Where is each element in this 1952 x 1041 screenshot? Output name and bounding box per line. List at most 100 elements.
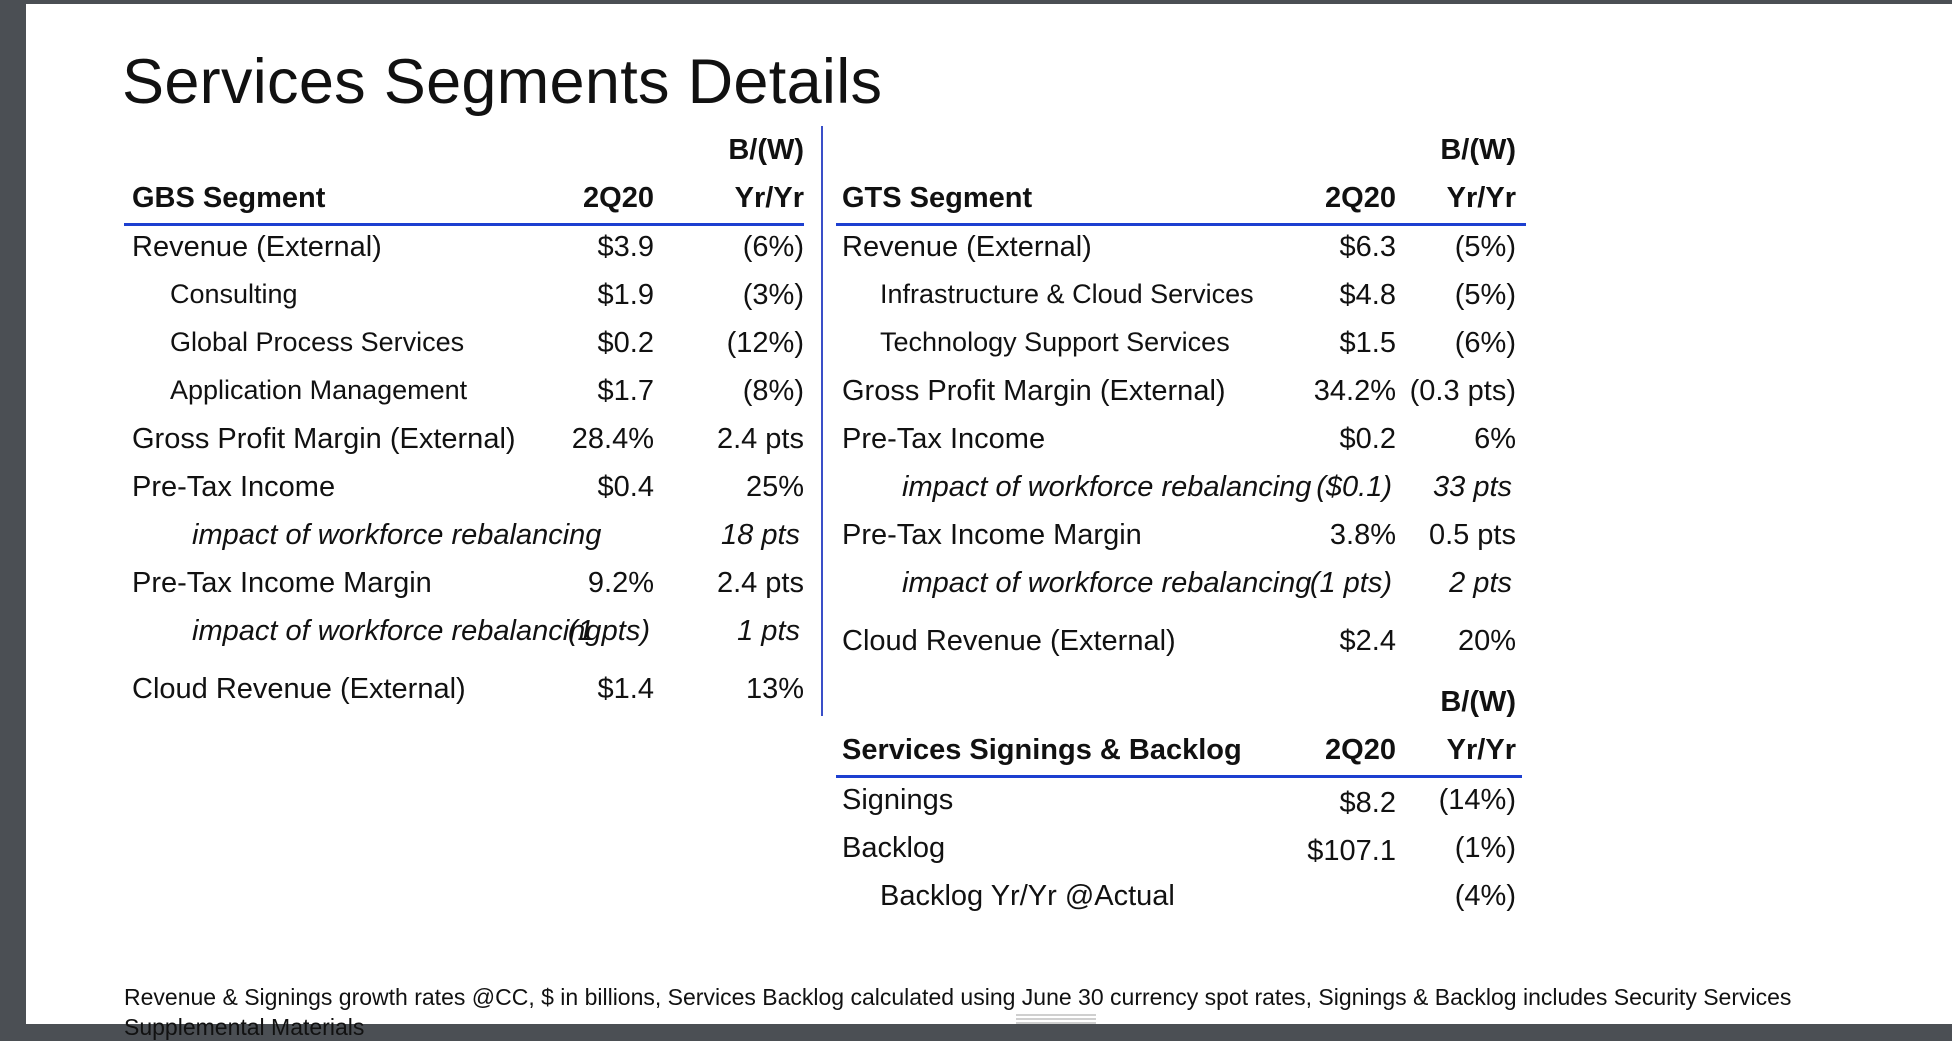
row-value: $1.9: [597, 279, 654, 311]
gts-header-rule: [836, 223, 1526, 226]
row-label: Technology Support Services: [880, 327, 1230, 357]
row-value: (1 pts): [1309, 567, 1392, 599]
row-change: (12%): [726, 327, 804, 359]
row-value: $6.3: [1339, 231, 1396, 263]
row-label: Infrastructure & Cloud Services: [880, 279, 1254, 309]
gts-segment-label: GTS Segment: [842, 182, 1033, 214]
row-label: Backlog: [842, 832, 946, 864]
row-label: Pre-Tax Income: [132, 471, 336, 503]
row-change: 2.4 pts: [716, 567, 804, 599]
row-value: (1 pts): [567, 615, 650, 647]
row-value: 3.8%: [1329, 519, 1396, 551]
row-value: ($0.1): [1316, 471, 1392, 503]
row-label: Application Management: [170, 375, 468, 405]
row-change: (3%): [742, 279, 804, 311]
table-row: Application Management $1.7 (8%): [104, 365, 804, 413]
gts-table: B/(W) GTS Segment 2Q20 Yr/Yr Revenue (Ex…: [826, 124, 1526, 657]
table-row: impact of workforce rebalancing (1 pts) …: [104, 605, 804, 653]
row-label: Signings: [842, 784, 954, 816]
row-label: Cloud Revenue (External): [842, 625, 1176, 657]
row-change: (1%): [1454, 832, 1516, 864]
table-row: Signings $8.2 (14%): [826, 774, 1516, 822]
table-row: Backlog Yr/Yr @Actual (4%): [826, 870, 1516, 918]
table-row: Infrastructure & Cloud Services $4.8 (5%…: [826, 269, 1516, 317]
row-label: impact of workforce rebalancing: [192, 519, 602, 551]
row-change: 33 pts: [1433, 471, 1512, 503]
row-value: 34.2%: [1313, 375, 1396, 407]
ibm-logo-icon: [1016, 1014, 1096, 1024]
gbs-segment-label: GBS Segment: [132, 182, 326, 214]
table-row: Revenue (External) $6.3 (5%): [826, 221, 1516, 269]
row-value: $4.8: [1339, 279, 1396, 311]
row-label: Gross Profit Margin (External): [132, 423, 516, 455]
row-change: (4%): [1454, 880, 1516, 912]
row-value: $1.7: [597, 375, 654, 407]
table-row: Gross Profit Margin (External) 34.2% (0.…: [826, 365, 1516, 413]
row-value: $107.1: [1307, 835, 1396, 867]
row-change: 18 pts: [721, 519, 800, 551]
row-value: $1.5: [1339, 327, 1396, 359]
signings-header-row: Services Signings & Backlog 2Q20 Yr/Yr: [826, 724, 1516, 772]
gbs-header-rule: [124, 223, 804, 226]
row-value: $0.2: [1339, 423, 1396, 455]
gbs-header-row: GBS Segment 2Q20 Yr/Yr: [104, 172, 804, 220]
table-row: Global Process Services $0.2 (12%): [104, 317, 804, 365]
table-row: impact of workforce rebalancing 18 pts: [104, 509, 804, 557]
row-change: (5%): [1454, 231, 1516, 263]
table-row: impact of workforce rebalancing (1 pts) …: [826, 557, 1516, 605]
row-label: Revenue (External): [132, 231, 382, 263]
footnote-continued: Supplemental Materials: [124, 1014, 365, 1040]
table-row: impact of workforce rebalancing ($0.1) 3…: [826, 461, 1516, 509]
row-change: 2.4 pts: [716, 423, 804, 455]
table-row: Pre-Tax Income $0.2 6%: [826, 413, 1516, 461]
gbs-yoy-label: Yr/Yr: [734, 182, 804, 214]
row-value: $3.9: [597, 231, 654, 263]
signings-period-label: 2Q20: [1325, 734, 1396, 766]
signings-bw-header-row: B/(W): [826, 676, 1516, 724]
row-change: (6%): [742, 231, 804, 263]
signings-segment-label: Services Signings & Backlog: [842, 734, 1242, 766]
table-row: Pre-Tax Income $0.4 25%: [104, 461, 804, 509]
row-value: $8.2: [1339, 787, 1396, 819]
gbs-bw-header-row: B/(W): [104, 124, 804, 172]
row-label: Consulting: [170, 279, 298, 309]
row-label: Pre-Tax Income Margin: [842, 519, 1142, 551]
row-label: Pre-Tax Income: [842, 423, 1046, 455]
row-change: 6%: [1474, 423, 1516, 455]
row-change: (8%): [742, 375, 804, 407]
page-title: Services Segments Details: [122, 47, 883, 117]
gts-yoy-label: Yr/Yr: [1446, 182, 1516, 214]
table-row: Pre-Tax Income Margin 3.8% 0.5 pts: [826, 509, 1516, 557]
row-value: $0.2: [597, 327, 654, 359]
row-label: Gross Profit Margin (External): [842, 375, 1226, 407]
gts-header-row: GTS Segment 2Q20 Yr/Yr: [826, 172, 1516, 220]
row-label: impact of workforce rebalancing: [902, 567, 1312, 599]
row-change: 2 pts: [1449, 567, 1512, 599]
row-change: 1 pts: [737, 615, 800, 647]
row-label: impact of workforce rebalancing: [192, 615, 602, 647]
signings-header-rule: [836, 775, 1522, 778]
slide: Services Segments Details B/(W) GBS Segm…: [26, 4, 1952, 1040]
row-label: Pre-Tax Income Margin: [132, 567, 432, 599]
row-change: 20%: [1457, 625, 1516, 657]
gbs-period-label: 2Q20: [583, 182, 654, 214]
row-value: 9.2%: [587, 567, 654, 599]
row-change: 25%: [745, 471, 804, 503]
gts-bw-header-row: B/(W): [826, 124, 1516, 172]
row-change: (6%): [1454, 327, 1516, 359]
row-label: Revenue (External): [842, 231, 1092, 263]
table-row: Gross Profit Margin (External) 28.4% 2.4…: [104, 413, 804, 461]
row-value: $1.4: [597, 673, 654, 705]
signings-yoy-label: Yr/Yr: [1446, 734, 1516, 766]
row-label: impact of workforce rebalancing: [902, 471, 1312, 503]
signings-table: B/(W) Services Signings & Backlog 2Q20 Y…: [826, 676, 1522, 936]
row-value: $0.4: [597, 471, 654, 503]
table-row: Backlog $107.1 (1%): [826, 822, 1516, 870]
row-label: Backlog Yr/Yr @Actual: [880, 880, 1175, 912]
row-change: 13%: [745, 673, 804, 705]
row-value: 28.4%: [571, 423, 654, 455]
table-row: Technology Support Services $1.5 (6%): [826, 317, 1516, 365]
row-label: Cloud Revenue (External): [132, 673, 466, 705]
signings-bw-label: B/(W): [1440, 686, 1516, 718]
table-row: Consulting $1.9 (3%): [104, 269, 804, 317]
